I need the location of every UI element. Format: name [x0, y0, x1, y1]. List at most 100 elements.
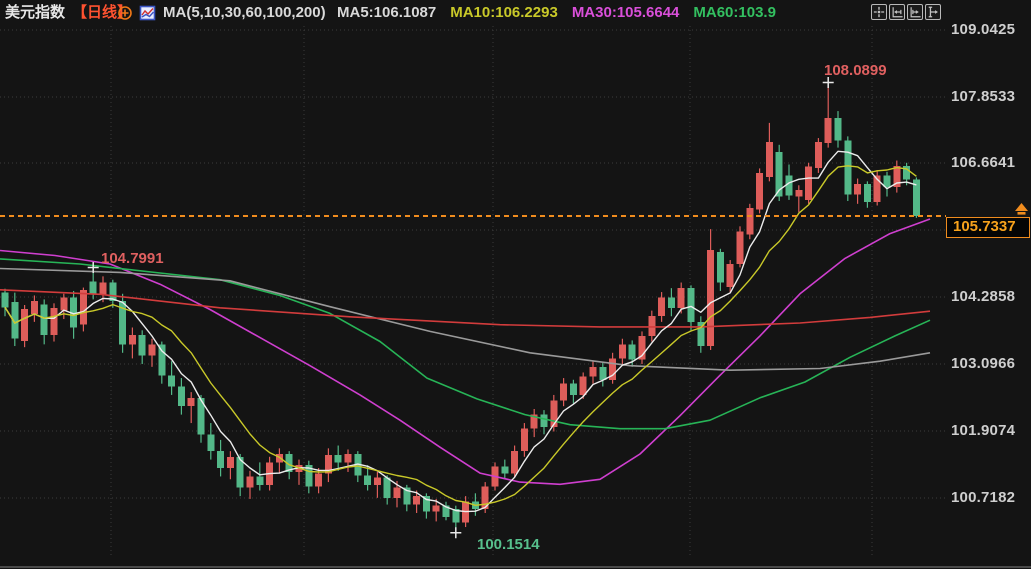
candle-body — [256, 476, 264, 485]
candle-body — [60, 297, 68, 311]
candle-body — [138, 334, 146, 356]
candle-body — [21, 308, 29, 341]
candle-body — [158, 344, 166, 376]
candle-body — [618, 344, 626, 359]
crosshair-move-button[interactable] — [871, 4, 887, 20]
extreme-cross-marker — [87, 262, 99, 274]
candle-body — [707, 249, 715, 347]
candle-body — [863, 184, 871, 203]
price-axis-label: 101.9074 — [951, 422, 1016, 439]
candle-body — [667, 297, 675, 308]
peak-label: 108.0899 — [824, 62, 887, 79]
candle-body — [844, 140, 852, 195]
candle-body — [89, 281, 97, 295]
ma5-value: MA5:106.1087 — [337, 4, 437, 21]
candle-body — [501, 466, 509, 474]
candle-body — [236, 456, 244, 488]
candle-body — [746, 207, 754, 235]
candle-body — [246, 476, 254, 488]
candle-body — [814, 141, 822, 168]
candle-body — [334, 455, 342, 463]
ma-line-ma10 — [4, 165, 917, 506]
candle-body — [285, 453, 293, 472]
indicator-chart-icon[interactable] — [139, 4, 157, 22]
price-axis-label: 106.6641 — [951, 154, 1016, 171]
local-high-label: 104.7991 — [101, 250, 164, 267]
ma-settings-label: MA(5,10,30,60,100,200) — [163, 4, 326, 21]
candle-body — [716, 252, 724, 283]
candle-body — [187, 397, 195, 407]
candle-body — [413, 496, 421, 505]
candle-body — [511, 451, 519, 474]
scale-to-right-button[interactable] — [907, 4, 923, 20]
candle-body — [50, 307, 58, 335]
ma10-value: MA10:106.2293 — [450, 4, 558, 21]
candle-body — [550, 400, 558, 427]
candle-body — [168, 375, 176, 387]
candle-body — [344, 453, 352, 463]
compare-plus-icon[interactable] — [117, 5, 133, 21]
candle-body — [726, 263, 734, 288]
candle-body — [687, 288, 695, 322]
price-axis-label: 100.7182 — [951, 489, 1016, 506]
candle-body — [795, 189, 803, 197]
candle-body — [638, 335, 646, 360]
price-axis-label: 109.0425 — [951, 21, 1016, 38]
candle-body — [785, 175, 793, 196]
jump-latest-button[interactable] — [925, 4, 941, 20]
candle-body — [883, 175, 891, 187]
candle-body — [609, 358, 617, 380]
ma-line-ma200 — [0, 289, 931, 328]
ma-line-ma100 — [0, 267, 931, 371]
chart-toolbar — [871, 4, 941, 20]
candle-body — [481, 486, 489, 510]
ma-line-ma5 — [4, 150, 917, 513]
candle-body — [775, 152, 783, 197]
extreme-cross-marker — [822, 77, 834, 89]
candle-body — [756, 172, 764, 210]
candle-body — [452, 509, 460, 523]
bottom-frame-line — [0, 566, 1031, 568]
candle-body — [834, 117, 842, 141]
candle-body — [11, 302, 19, 339]
candle-body — [520, 428, 528, 452]
candle-body — [217, 451, 225, 469]
candle-body — [736, 231, 744, 264]
candle-body — [177, 386, 185, 407]
candle-body — [207, 434, 215, 452]
candle-body — [540, 414, 548, 427]
candle-body — [765, 141, 773, 177]
candle-body — [315, 473, 323, 487]
candle-body — [873, 175, 881, 203]
candle-body — [599, 366, 607, 380]
candle-body — [569, 383, 577, 395]
current-price-badge: 105.7337 — [946, 217, 1030, 238]
candle-body — [432, 505, 440, 512]
candle-body — [658, 297, 666, 317]
candle-body — [148, 344, 156, 356]
candle-body — [40, 304, 48, 335]
candle-body — [226, 456, 234, 469]
candle-body — [295, 465, 303, 472]
candle-body — [128, 334, 136, 345]
candle-body — [677, 288, 685, 308]
candle-body — [30, 301, 38, 315]
candle-body — [854, 184, 862, 195]
candle-body — [697, 321, 705, 347]
price-axis-label: 103.0966 — [951, 355, 1016, 372]
candle-body — [99, 282, 107, 295]
candle-body — [324, 455, 332, 474]
candle-body — [109, 282, 117, 302]
candle-body — [79, 289, 87, 325]
candle-body — [893, 166, 901, 187]
ma60-value: MA60:103.9 — [693, 4, 776, 21]
candle-body — [912, 179, 920, 216]
candle-body — [442, 505, 450, 517]
candle-body — [373, 477, 381, 485]
candle-body — [1, 292, 9, 308]
price-up-arrow-icon — [1012, 202, 1031, 221]
candle-body — [364, 475, 372, 485]
scale-to-left-button[interactable] — [889, 4, 905, 20]
price-axis-label: 107.8533 — [951, 88, 1016, 105]
